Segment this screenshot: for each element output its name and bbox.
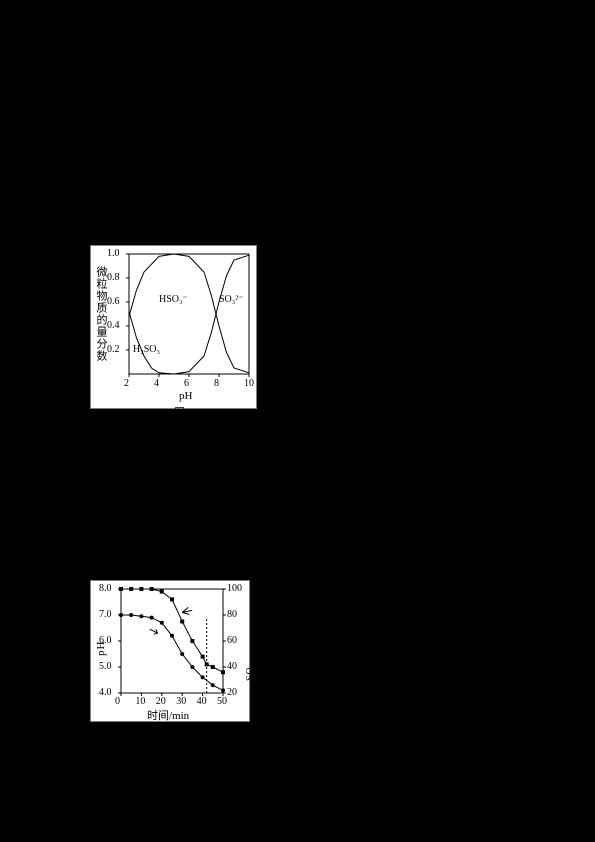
chart-1-figlabel: 图-1 bbox=[174, 404, 194, 420]
chart-2-ylabel2: SO₂吸收率/% bbox=[245, 657, 286, 681]
chart-2-figlabel: 图-2 bbox=[157, 719, 177, 735]
chart-1-xlabel: pH bbox=[179, 390, 192, 402]
chart-2: pH SO₂吸收率/% 时间/min 图-2 010203040504.05.0… bbox=[90, 580, 250, 722]
chart-1: 微粒物质的量分数 pH 图-1 2468100.20.40.60.81.0 H₂… bbox=[90, 245, 257, 409]
